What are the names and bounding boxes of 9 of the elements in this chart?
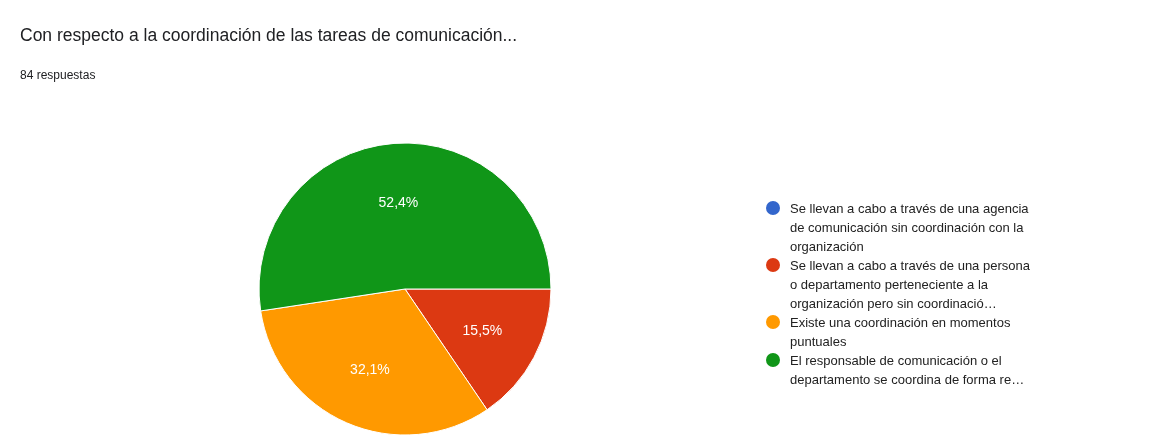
data-label: 32,1% [350,361,390,378]
data-label: 15,5% [462,321,503,338]
legend-label: El responsable de comunicación o el departamento se coordina de forma re… [790,352,1025,387]
legend-label: Existe una coordinación en momentos puntuales [790,314,1011,349]
legend-label: Se llevan a cabo a través de una agencia de comunicación sin coordinación con la organización [790,200,1030,254]
data-label: 52,4% [378,193,419,210]
legend-label: Se llevan a cabo a través de una persona o departamento perteneciente a la organización pero sin coordinació… [790,257,1031,311]
chart-title: Con respecto a la coordinación de las tareas de comunicación... [20,25,518,45]
text: 84 respuestas [20,68,96,82]
